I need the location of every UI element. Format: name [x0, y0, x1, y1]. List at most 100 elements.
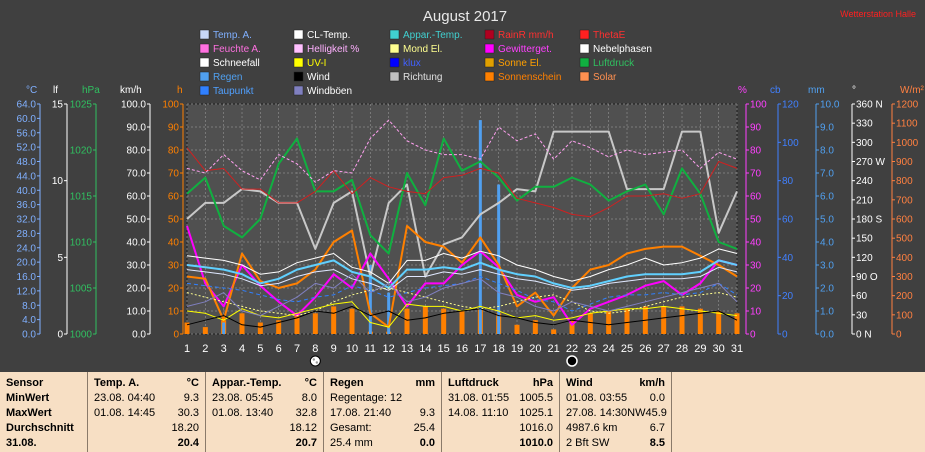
sunshine-bar [257, 322, 263, 334]
right-axis-cb-tick-label: 20 [782, 291, 794, 302]
left-axis-xC-tick-label: 0.0 [22, 330, 36, 341]
x-tick-label: 21 [548, 343, 560, 355]
temp-max-value: 30.3 [177, 407, 199, 419]
legend-label-luftdruck: Luftdruck [593, 58, 635, 69]
right-axis-deg-tick-label: 60 [856, 291, 868, 302]
legend-swatch-helligkeit [293, 43, 304, 54]
line-series [186, 119, 738, 329]
rain-bar [387, 292, 391, 334]
wind-current-value: 8.5 [649, 437, 665, 449]
right-axis-wm2-tick-label: 500 [896, 234, 913, 245]
left-axis-hPa-tick-label: 1000 [70, 330, 93, 341]
right-axis-mm-unit: mm [808, 85, 825, 96]
sunshine-bar [404, 308, 410, 334]
left-axis-kmxh-tick-label: 90.0 [127, 123, 147, 134]
x-tick-label: 30 [713, 343, 725, 355]
right-axis-deg-unit: ° [852, 85, 856, 96]
regen-max-time: 17.08. 21:40 [330, 407, 392, 419]
left-axis-xC-tick-label: 36.0 [17, 200, 37, 211]
luftdruck-max-value: 1025.1 [519, 407, 553, 419]
wind-km-value: 6.7 [649, 422, 665, 434]
right-axis-deg-tick-label: 90 O [856, 272, 878, 283]
left-axis-h-tick-label: 80 [168, 146, 180, 157]
maxwert-label: MaxWert [6, 407, 52, 419]
left-axis-xC-tick-label: 8.0 [22, 301, 36, 312]
left-axis-kmxh-tick-label: 20.0 [127, 284, 147, 295]
temp-header: Temp. A. [94, 377, 140, 389]
rain-bar [497, 184, 501, 334]
right-axis-deg-tick-label: 330 [856, 119, 873, 130]
left-axis-h-tick-label: 90 [168, 123, 180, 134]
left-axis-xC-tick-label: 24.0 [17, 243, 37, 254]
sunshine-bar [276, 320, 282, 334]
left-axis-xC-tick-label: 20.0 [17, 258, 37, 269]
right-axis-wm2-tick-label: 100 [896, 310, 913, 321]
sunshine-bar [624, 308, 630, 334]
right-axes: %1009080706050403020100cb120100806040200… [738, 85, 925, 341]
left-axis-hPa-tick-label: 1010 [70, 238, 93, 249]
right-axis-percent-tick-label: 60 [750, 192, 762, 203]
legend-label-thetae: ThetaE [593, 30, 626, 41]
legend-swatch-rainr-mm-h [484, 29, 495, 40]
temp-min-value: 9.3 [183, 392, 199, 404]
left-axis-h-tick-label: 100 [162, 100, 179, 111]
right-axis-percent-tick-label: 90 [750, 123, 762, 134]
right-axis-percent-tick-label: 80 [750, 146, 762, 157]
right-axis-mm-tick-label: 7.0 [820, 169, 834, 180]
regen-current-value: 0.0 [419, 437, 435, 449]
luftdruck-min-value: 1005.5 [519, 392, 553, 404]
sunshine-bar [697, 308, 703, 334]
wind-unit: km/h [639, 377, 665, 389]
sunshine-bar [349, 308, 355, 334]
right-axis-wm2-tick-label: 1000 [896, 138, 919, 149]
appar-max-time: 01.08. 13:40 [212, 407, 274, 419]
left-axis-xC-tick-label: 52.0 [17, 143, 37, 154]
left-axis-kmxh-tick-label: 0.0 [132, 330, 146, 341]
series-line-windb-en [186, 273, 738, 317]
x-tick-label: 17 [474, 343, 486, 355]
x-tick-label: 27 [658, 343, 670, 355]
legend-swatch-wind [293, 71, 304, 82]
regen-column: Regen mm Regentage: 12 17.08. 21:40 9.3 Ge… [324, 372, 442, 452]
sensor-column: Sensor MinWert MaxWert Durchschnitt 31.0… [0, 372, 88, 452]
right-axis-percent-tick-label: 10 [750, 307, 762, 318]
statistics-table: Sensor MinWert MaxWert Durchschnitt 31.0… [0, 372, 925, 452]
legend-swatch-taupunkt [199, 85, 210, 96]
legend-swatch-gewitterget [484, 43, 495, 54]
right-axis-wm2-tick-label: 900 [896, 157, 913, 168]
right-axis-mm-tick-label: 0.0 [820, 330, 834, 341]
left-axis-hPa-tick-label: 1015 [70, 192, 93, 203]
right-axis-wm2-tick-label: 1100 [896, 119, 918, 130]
right-axis-wm2-tick-label: 1200 [896, 100, 919, 111]
sunshine-bar [716, 311, 722, 334]
x-tick-label: 8 [312, 343, 318, 355]
sunshine-bar [441, 308, 447, 334]
sunshine-bar [202, 327, 208, 334]
regentage: Regentage: 12 [330, 392, 403, 404]
left-axis-h-tick-label: 70 [168, 169, 180, 180]
x-tick-label: 31 [731, 343, 743, 355]
legend-swatch-klux [389, 57, 400, 68]
right-axis-percent-tick-label: 0 [750, 330, 756, 341]
right-axis-mm-tick-label: 10.0 [820, 100, 840, 111]
x-tick-label: 20 [529, 343, 541, 355]
durchschnitt-label: Durchschnitt [6, 422, 74, 434]
left-axis-xC-unit: °C [26, 85, 37, 96]
legend-label-taupunkt: Taupunkt [213, 86, 254, 97]
temp-column: Temp. A. °C 23.08. 04:40 9.3 01.08. 14:45 3… [88, 372, 206, 452]
x-tick-label: 29 [694, 343, 706, 355]
regen-current-label: 25.4 mm [330, 437, 373, 449]
legend-label-klux: klux [403, 58, 421, 69]
full-moon-icon [309, 355, 321, 367]
left-axis-hPa-tick-label: 1025 [70, 100, 93, 111]
luftdruck-max-time: 14.08. 11:10 [448, 407, 509, 419]
right-axis-cb-tick-label: 40 [782, 253, 794, 264]
rain-bar [478, 120, 482, 334]
regen-max-value: 9.3 [419, 407, 435, 419]
sunshine-bar [294, 313, 300, 334]
right-axis-mm-tick-label: 3.0 [820, 261, 834, 272]
appar-header: Appar.-Temp. [212, 377, 282, 389]
x-tick-label: 3 [221, 343, 227, 355]
x-tick-label: 15 [438, 343, 450, 355]
series-line-wind [186, 305, 738, 328]
